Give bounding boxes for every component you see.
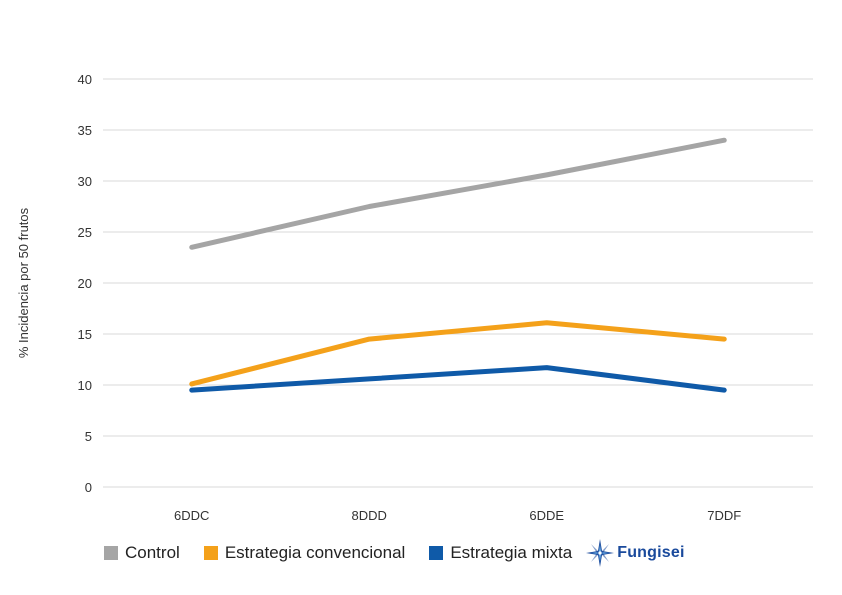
x-tick-label: 8DDD [352,508,387,523]
legend-swatch [429,546,444,560]
series-line-3 [189,365,727,393]
logo-text: Fungisei [617,544,685,561]
legend-item-2: Estrategia convencional [203,543,406,563]
legend-item-1: Control [104,543,180,563]
legend-label: Control [125,543,180,562]
legend-swatch [104,546,118,560]
y-tick-label: 30 [78,174,92,189]
y-tick-label: 25 [78,225,92,240]
series-line-2 [189,320,727,387]
x-tick-label: 6DDC [174,508,209,523]
gridlines [103,78,813,488]
series-lines [189,137,727,393]
compass-star-icon [586,539,615,567]
legend-item-3: Estrategia mixta [429,543,572,563]
x-axis-ticks: 6DDC 8DDD 6DDE 7DDF [174,508,741,523]
y-tick-label: 40 [78,72,92,87]
legend-label: Estrategia mixta [450,543,573,562]
x-tick-label: 6DDE [529,508,564,523]
legend-swatch [203,546,218,560]
y-tick-label: 10 [78,378,92,393]
series-line-1 [189,137,727,250]
y-axis-ticks: 0 5 10 15 20 25 30 35 40 [78,72,92,495]
y-tick-label: 35 [78,123,92,138]
y-axis-title: % Incidencia por 50 frutos [16,207,31,358]
y-tick-label: 5 [85,429,92,444]
brand-logo: Fungisei [586,539,684,567]
y-tick-label: 20 [78,276,92,291]
x-tick-label: 7DDF [707,508,741,523]
y-tick-label: 0 [85,480,92,495]
legend: Control Estrategia convencional Estrategia… [104,539,685,567]
legend-label: Estrategia convencional [224,543,406,562]
y-tick-label: 15 [78,327,92,342]
